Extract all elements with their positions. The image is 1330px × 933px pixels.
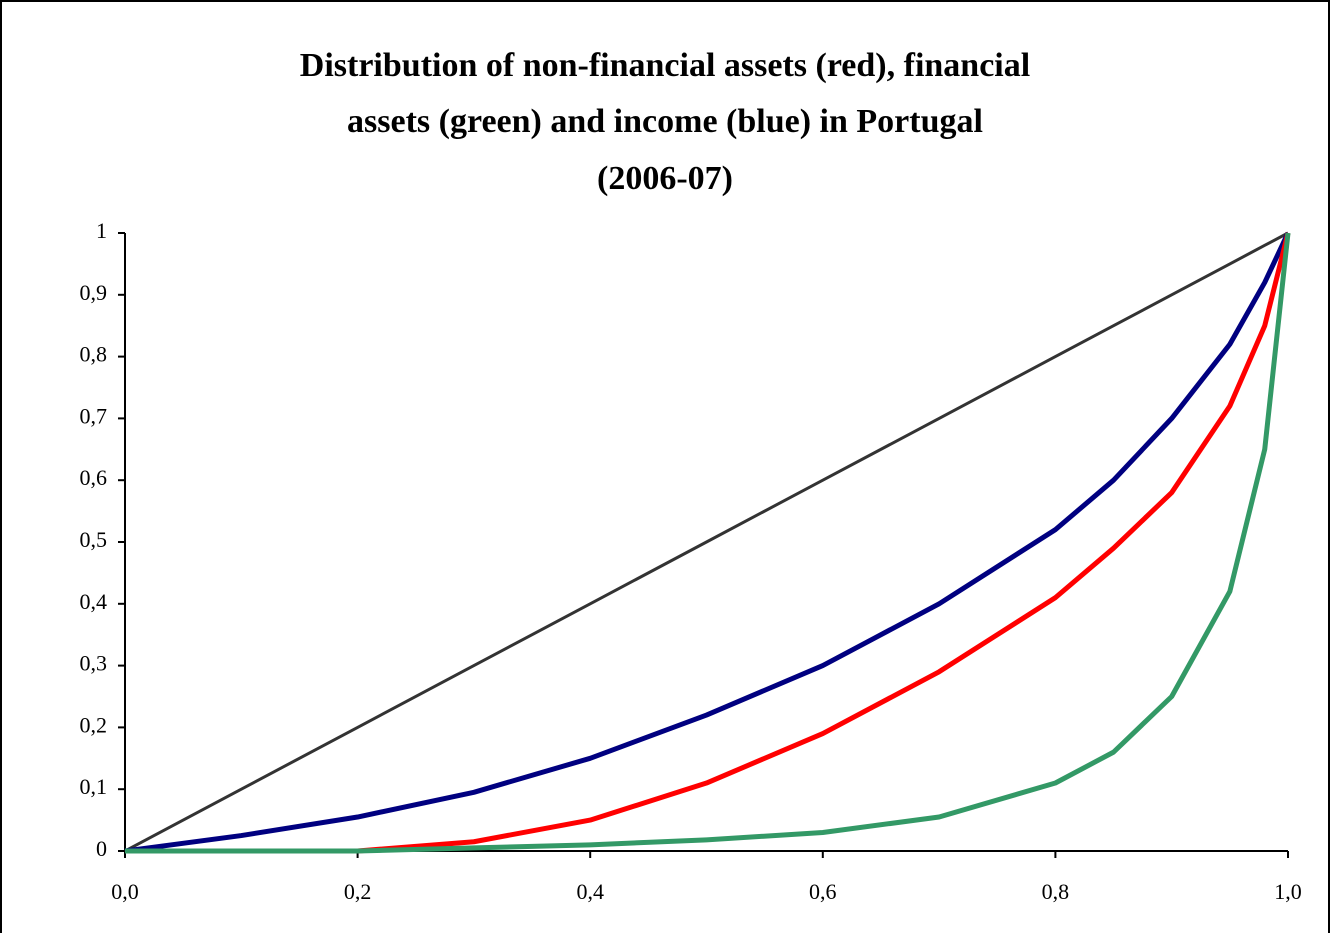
y-tick-label: 0,3: [80, 651, 108, 676]
chart-title: assets (green) and income (blue) in Port…: [347, 103, 983, 140]
line: [124, 231, 1289, 853]
line: [125, 232, 1291, 854]
line: [124, 231, 1291, 854]
x-tick-label: 0,6: [809, 879, 837, 904]
y-tick-label: 0,5: [80, 527, 108, 552]
y-tick-label: 0,4: [80, 589, 108, 614]
y-tick-label: 0,1: [80, 774, 108, 799]
chart-title: (2006-07): [597, 160, 733, 197]
y-tick-label: 0,7: [80, 403, 108, 428]
y-tick-label: 0,2: [80, 712, 108, 737]
x-tick-label: 0,4: [576, 879, 604, 904]
y-tick-label: 1: [96, 218, 107, 243]
chart-title: Distribution of non-financial assets (re…: [300, 47, 1030, 84]
y-tick-label: 0: [96, 836, 107, 861]
y-tick-label: 0,8: [80, 342, 108, 367]
x-tick-label: 1,0: [1274, 879, 1302, 904]
x-tick-label: 0,2: [344, 879, 372, 904]
x-tick-label: 0,0: [111, 879, 139, 904]
y-tick-label: 0,6: [80, 465, 108, 490]
y-tick-label: 0,9: [80, 280, 108, 305]
x-tick-label: 0,8: [1042, 879, 1070, 904]
